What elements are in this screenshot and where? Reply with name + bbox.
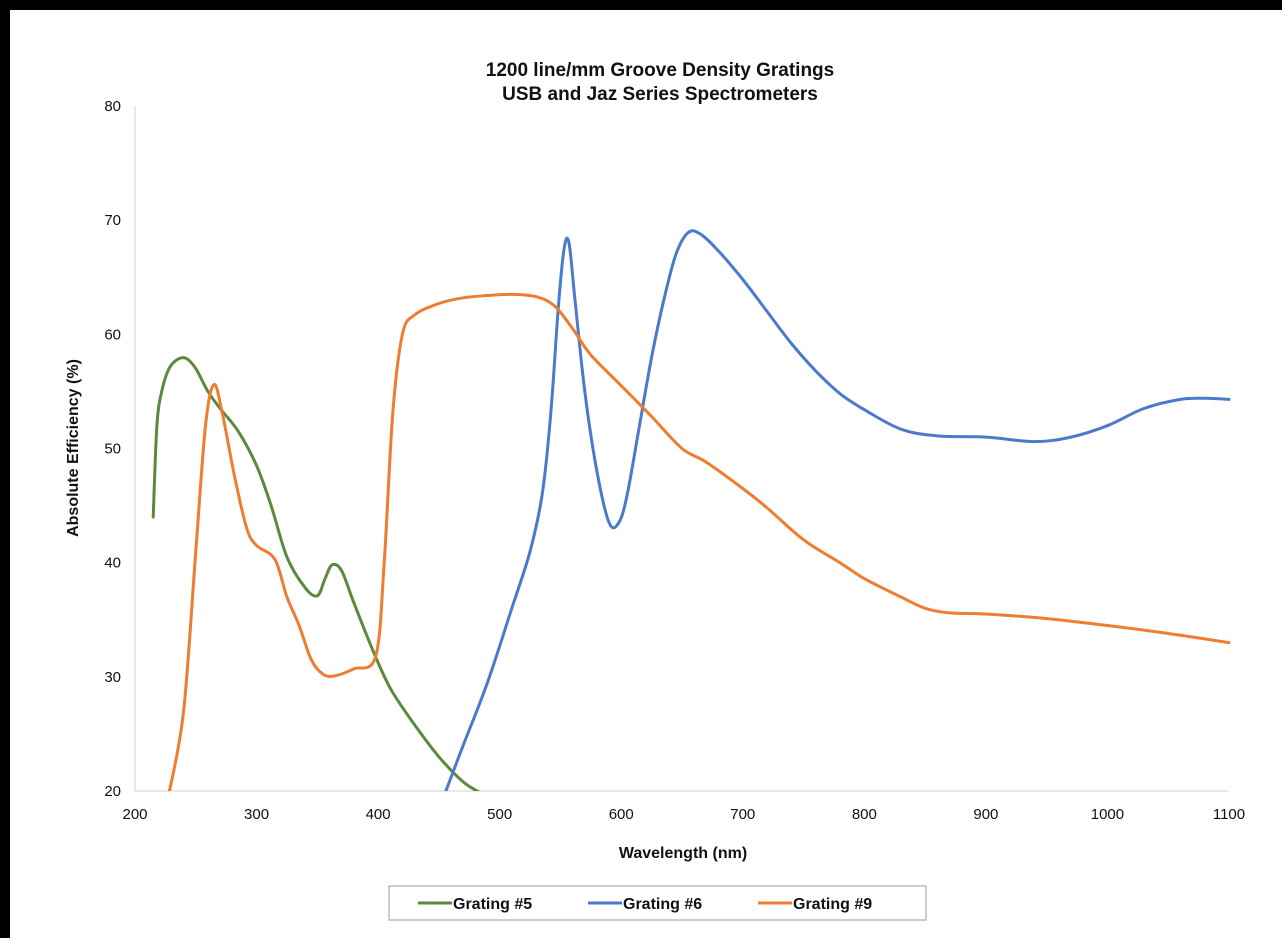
series-line-grating-9 xyxy=(167,292,1231,791)
legend-box xyxy=(388,885,927,921)
legend-label-grating-6: Grating #6 xyxy=(623,896,702,913)
legend-label-grating-9: Grating #9 xyxy=(793,896,872,913)
x-tick-label: 600 xyxy=(609,806,634,823)
series-line-grating-6 xyxy=(444,229,1231,791)
y-axis-title: Absolute Efficiency (%) xyxy=(65,359,82,537)
y-tick-label: 30 xyxy=(104,669,121,686)
x-tick-label: 300 xyxy=(244,806,269,823)
axes xyxy=(134,106,1229,792)
x-tick-label: 1100 xyxy=(1213,806,1245,823)
x-tick-label: 800 xyxy=(852,806,877,823)
chart-title: 1200 line/mm Groove Density Gratings xyxy=(486,60,834,81)
y-tick-label: 20 xyxy=(104,783,121,800)
tick-labels: 200 300 400 500 600 700 800 900 1000 1100 20 30 40 50… xyxy=(104,98,1245,823)
x-tick-label: 700 xyxy=(730,806,755,823)
y-tick-label: 60 xyxy=(104,326,121,343)
plot-area xyxy=(151,229,1231,791)
x-tick-label: 500 xyxy=(487,806,512,823)
x-tick-label: 1000 xyxy=(1091,806,1124,823)
x-tick-label: 400 xyxy=(366,806,391,823)
efficiency-line-chart: 1200 line/mm Groove Density Gratings USB… xyxy=(65,60,1245,921)
chart-subtitle: USB and Jaz Series Spectrometers xyxy=(502,84,818,105)
series-line-grating-5 xyxy=(151,356,481,791)
y-tick-label: 70 xyxy=(104,212,121,229)
y-tick-label: 80 xyxy=(104,98,121,115)
x-axis-title: Wavelength (nm) xyxy=(619,845,747,862)
legend-label-grating-5: Grating #5 xyxy=(453,896,532,913)
y-tick-label: 50 xyxy=(104,441,121,458)
y-tick-label: 40 xyxy=(104,555,121,572)
x-tick-label: 200 xyxy=(122,806,147,823)
x-tick-label: 900 xyxy=(973,806,998,823)
legend: Grating #5 Grating #6 Grating #9 xyxy=(388,885,927,921)
